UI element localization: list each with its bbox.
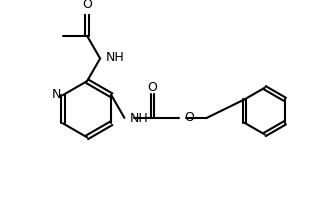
Text: NH: NH	[130, 112, 149, 125]
Text: O: O	[184, 111, 194, 124]
Text: NH: NH	[106, 51, 124, 64]
Text: O: O	[148, 80, 157, 94]
Text: O: O	[82, 0, 92, 11]
Text: N: N	[52, 88, 61, 101]
